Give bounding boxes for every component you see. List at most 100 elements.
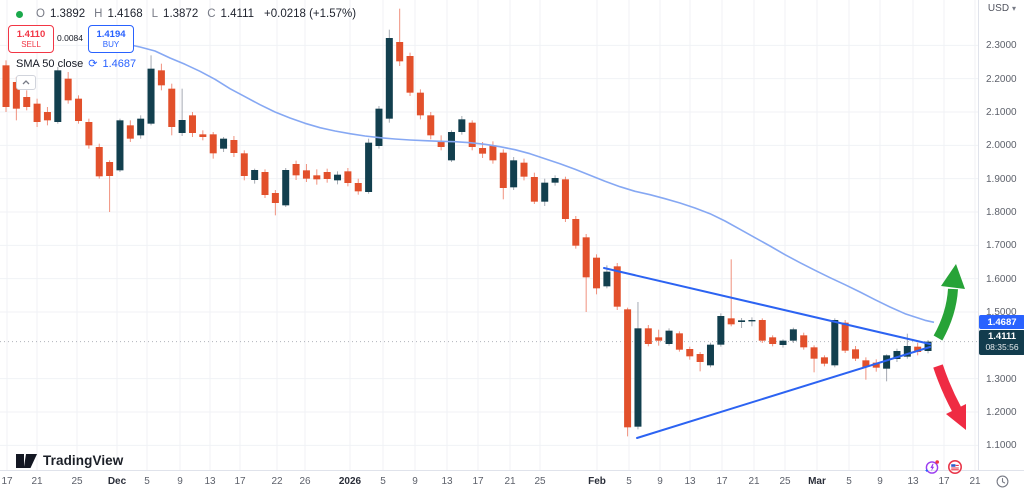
time-tick-label: 5 — [380, 476, 386, 487]
ohlc-high-label: H — [94, 8, 103, 20]
price-tick-label: 1.1000 — [986, 440, 1017, 452]
time-tick-label: 13 — [684, 476, 696, 487]
time-tick-label: 26 — [299, 476, 311, 487]
candle-down — [800, 332, 808, 350]
candle-up — [137, 115, 145, 139]
candle-up — [282, 168, 290, 208]
chart-canvas[interactable] — [0, 0, 978, 470]
sell-label: SELL — [21, 40, 41, 49]
candle-up — [385, 29, 393, 123]
triangle-trendlines[interactable] — [603, 267, 931, 440]
candle-up — [178, 88, 186, 137]
candle-down — [862, 357, 870, 380]
candle-up — [706, 342, 714, 368]
candle-down — [696, 352, 704, 372]
tradingview-logo-icon — [16, 453, 37, 468]
candle-down — [2, 60, 10, 113]
price-tick-label: 2.1000 — [986, 107, 1017, 118]
candle-down — [820, 355, 828, 367]
candle-up — [447, 130, 455, 163]
candle-down — [655, 329, 663, 346]
candle-down — [85, 118, 93, 149]
triangle-upper[interactable] — [603, 267, 931, 346]
time-tick-label: 9 — [657, 476, 663, 487]
candle-down — [769, 335, 777, 347]
triangle-lower[interactable] — [636, 346, 931, 440]
candle-down — [530, 172, 538, 205]
time-tick-label: 21 — [504, 476, 516, 487]
sell-price: 1.4110 — [16, 29, 46, 40]
time-tick-label: 13 — [907, 476, 919, 487]
time-tick-label: 13 — [441, 476, 453, 487]
time-tick-label: 13 — [204, 476, 216, 487]
tradingview-watermark[interactable]: TradingView — [16, 453, 123, 468]
sma-line — [109, 39, 935, 324]
price-tick-label: 2.3000 — [986, 40, 1017, 52]
ohlc-close-label: C — [207, 8, 216, 20]
candle-down — [33, 98, 41, 128]
events-spark-icon[interactable] — [924, 459, 940, 475]
candle-down — [841, 320, 849, 354]
sell-button[interactable]: 1.4110 SELL — [8, 25, 54, 53]
indicator-row[interactable]: SMA 50 close ⟳ 1.4687 — [16, 57, 356, 71]
time-tick-label: 9 — [877, 476, 883, 487]
candle-up — [551, 175, 559, 186]
trade-buttons-row: 1.4110 SELL 0.0084 1.4194 BUY — [8, 25, 356, 55]
candle-down — [396, 8, 404, 67]
time-tick-label: 2026 — [338, 476, 362, 487]
candle-up — [883, 354, 891, 382]
chevron-up-icon — [22, 80, 30, 85]
time-tick-label: Mar — [808, 476, 826, 487]
price-tick-label: 1.8000 — [986, 207, 1017, 218]
candle-up — [365, 138, 373, 194]
indicator-value: 1.4687 — [102, 58, 137, 70]
candle-down — [561, 176, 569, 223]
ohlc-low-value: 1.3872 — [163, 8, 199, 20]
candle-down — [437, 135, 445, 151]
price-tick-label: 1.6000 — [986, 273, 1017, 285]
buy-button[interactable]: 1.4194 BUY — [88, 25, 134, 53]
candle-down — [302, 164, 310, 183]
candle-up — [116, 118, 124, 173]
candle-down — [727, 259, 735, 327]
ohlc-low-label: L — [151, 8, 159, 20]
candle-up — [717, 313, 725, 347]
candle-down — [168, 83, 176, 136]
candle-up — [634, 302, 642, 430]
economic-event-flag-icon[interactable] — [947, 459, 963, 475]
price-tick-label: 1.2000 — [986, 407, 1017, 418]
candle-down — [344, 168, 352, 187]
candle-down — [499, 149, 507, 200]
candle-up — [54, 67, 62, 124]
candle-down — [157, 63, 165, 91]
candle-down — [758, 318, 766, 344]
time-tick-label: Feb — [588, 476, 606, 487]
legend-collapse-button[interactable] — [16, 75, 36, 90]
timezone-clock-icon[interactable] — [996, 475, 1009, 488]
indicator-name: SMA 50 close — [16, 58, 84, 70]
candle-down — [43, 107, 51, 126]
time-tick-label: 5 — [846, 476, 852, 487]
candle-down — [240, 150, 248, 181]
ohlc-open-label: O — [36, 8, 45, 20]
time-tick-label: 25 — [534, 476, 546, 487]
price-change: +0.0218 (+1.57%) — [264, 8, 357, 20]
time-tick-label: 9 — [177, 476, 183, 487]
ohlc-close-value: 1.4111 — [220, 8, 255, 20]
price-axis[interactable]: USD ▾ 2.3000 2.2000 2.1000 2.0000 1.9000 1.80… — [978, 0, 1024, 470]
time-axis[interactable]: 17 21 25 Dec 5 9 13 17 22 26 2026 5 9 13 17 21 25 Feb 5 9 13… — [0, 470, 1024, 492]
candle-down — [644, 325, 652, 347]
spread-value: 0.0084 — [57, 33, 83, 43]
last-price-badge: 1.4111 08:35:56 — [979, 329, 1024, 355]
candle-up — [251, 168, 259, 184]
time-tick-label: 5 — [626, 476, 632, 487]
candle-down — [354, 178, 362, 195]
candle-up — [789, 327, 797, 344]
candles-layer — [2, 8, 932, 437]
candle-down — [416, 89, 424, 120]
currency-selector[interactable]: USD ▾ — [979, 3, 1024, 14]
chevron-down-icon: ▾ — [1012, 4, 1017, 13]
candle-down — [520, 158, 528, 181]
price-tick-label: 2.2000 — [986, 73, 1017, 85]
candle-down — [23, 90, 31, 111]
